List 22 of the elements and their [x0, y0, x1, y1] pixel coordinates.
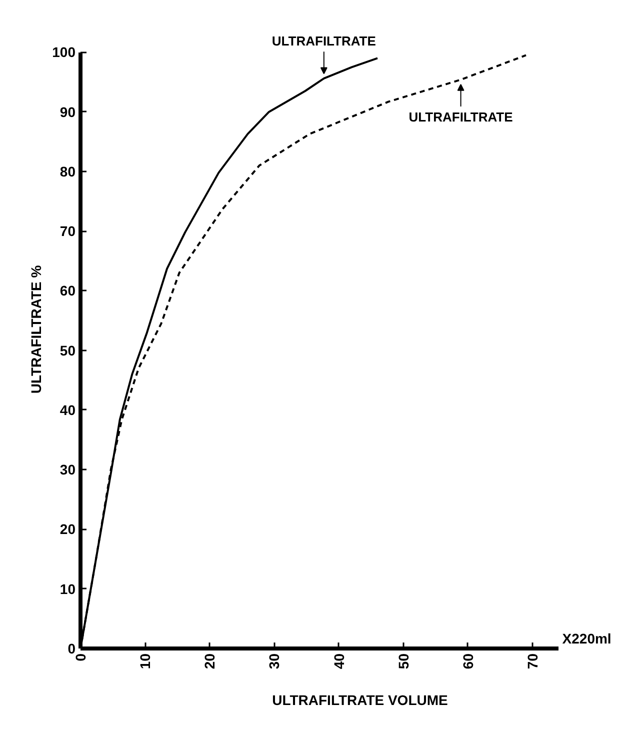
y-tick-label: 60	[60, 282, 76, 299]
annotation: ULTRAFILTRATE	[272, 34, 376, 49]
y-tick-label: 10	[60, 580, 76, 597]
x-tick-label: 50	[395, 653, 412, 670]
y-tick-label: 50	[60, 342, 76, 358]
x-axis-title: ULTRAFILTRATE VOLUME	[272, 692, 448, 708]
text: X220ml	[562, 630, 612, 646]
x-tick-label: 10	[137, 653, 154, 670]
y-tick-label: 80	[60, 163, 76, 180]
y-tick-label: 100	[52, 44, 76, 60]
x-tick-label: 40	[330, 653, 347, 670]
x-tick-label: 60	[460, 653, 476, 670]
x-tick-label: 20	[202, 653, 218, 670]
y-tick-label: 20	[60, 521, 76, 538]
y-tick-label: 30	[60, 462, 76, 478]
y-tick-label: 90	[60, 104, 76, 120]
y-tick-label: 40	[60, 402, 76, 418]
y-tick-label: 70	[60, 223, 76, 240]
x-tick-label: 70	[524, 653, 540, 670]
x-tick-label: 30	[266, 653, 282, 670]
annotation: ULTRAFILTRATE	[408, 109, 514, 124]
y-axis-title: ULTRAFILTRATE %	[28, 264, 44, 394]
